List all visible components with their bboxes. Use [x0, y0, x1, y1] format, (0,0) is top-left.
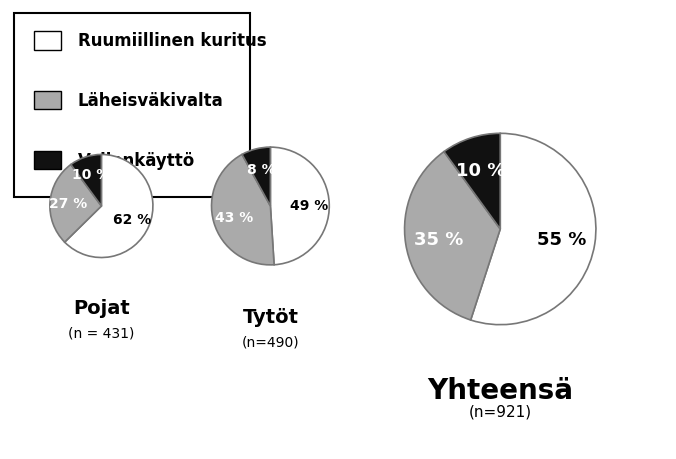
Text: Ruumiillinen kuritus: Ruumiillinen kuritus — [78, 32, 266, 50]
Wedge shape — [71, 155, 101, 207]
Wedge shape — [65, 155, 153, 258]
Text: 43 %: 43 % — [214, 210, 253, 224]
Text: 10 %: 10 % — [456, 162, 506, 179]
Wedge shape — [444, 134, 500, 230]
Wedge shape — [242, 148, 270, 207]
Text: 27 %: 27 % — [49, 197, 87, 211]
Wedge shape — [50, 165, 101, 243]
Text: 55 %: 55 % — [537, 230, 586, 248]
Wedge shape — [470, 134, 596, 325]
Text: 35 %: 35 % — [414, 230, 464, 248]
Text: (n=921): (n=921) — [468, 404, 532, 419]
Bar — [14, 14, 250, 197]
Text: Yhteensä: Yhteensä — [427, 376, 573, 404]
Text: (n = 431): (n = 431) — [68, 326, 135, 340]
Text: Tytöt: Tytöt — [243, 308, 298, 326]
Text: Pojat: Pojat — [73, 298, 130, 317]
Wedge shape — [270, 148, 329, 265]
Bar — [34, 32, 61, 50]
Text: (n=490): (n=490) — [241, 335, 299, 349]
Text: Vallankäyttö: Vallankäyttö — [78, 151, 195, 170]
Wedge shape — [212, 155, 274, 265]
Text: 10 %: 10 % — [72, 168, 110, 182]
Bar — [34, 92, 61, 110]
Wedge shape — [404, 152, 500, 320]
Bar — [34, 151, 61, 170]
Text: 49 %: 49 % — [289, 198, 328, 213]
Text: 62 %: 62 % — [113, 213, 151, 226]
Text: 8 %: 8 % — [247, 162, 275, 177]
Text: Läheisväkivalta: Läheisväkivalta — [78, 92, 224, 110]
